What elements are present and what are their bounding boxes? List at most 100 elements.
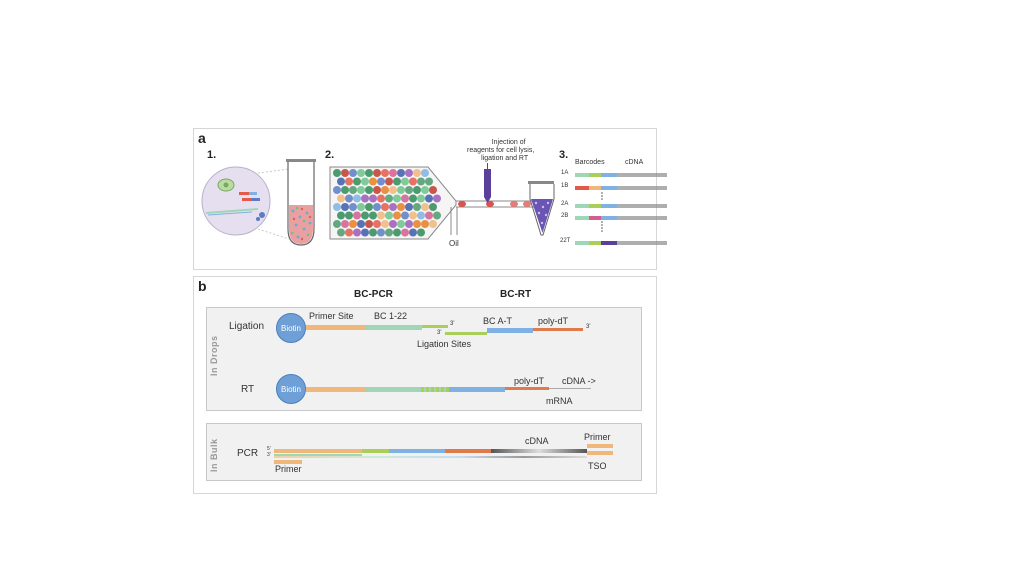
bead: [345, 228, 353, 237]
cell-magnification: [201, 166, 271, 236]
barcode-segment: [575, 173, 589, 177]
barcode-segment: [589, 204, 601, 208]
rt-label: RT: [241, 384, 255, 395]
ligation-linker-bottom: [445, 332, 487, 335]
bc-a-t-segment: [487, 328, 533, 333]
bead: [337, 228, 345, 237]
bead: [341, 203, 349, 211]
mrna-strand: [549, 388, 591, 389]
three-prime-pcr-label: 3': [267, 452, 271, 458]
bead: [413, 186, 421, 194]
pcr-primer-top: [274, 449, 362, 453]
oil-label: Oil: [449, 239, 459, 248]
pcr-bc-rt: [389, 449, 445, 453]
bead: [357, 169, 365, 177]
bead: [353, 194, 361, 203]
pcr-tso-label: TSO: [588, 461, 607, 471]
bead: [397, 169, 405, 177]
bead: [333, 220, 341, 228]
bead: [361, 211, 369, 220]
bead: [417, 194, 425, 203]
bead: [385, 228, 393, 237]
bead: [385, 211, 393, 220]
barcode-segment: [589, 186, 601, 190]
bead: [409, 177, 417, 186]
bead: [357, 186, 365, 194]
row-label-22t: 22T: [560, 238, 571, 244]
bead: [365, 169, 373, 177]
bead: [417, 177, 425, 186]
microfluidic-device: [329, 163, 538, 240]
bead: [357, 220, 365, 228]
bead: [405, 169, 413, 177]
bead: [421, 186, 429, 194]
bead: [393, 228, 401, 237]
pcr-primer-right: [587, 444, 613, 448]
primer-site-label: Primer Site: [309, 311, 354, 321]
barcode-segment: [601, 241, 617, 245]
bead: [365, 186, 373, 194]
in-drops-box: In Drops Ligation Biotin Primer Site BC …: [206, 307, 642, 411]
primer-site-segment: [306, 325, 366, 330]
rt-bc-rt-segment: [449, 387, 505, 392]
bead: [429, 203, 437, 211]
poly-dt-label-rt: poly-dT: [514, 376, 545, 386]
bead: [421, 220, 429, 228]
bead: [365, 220, 373, 228]
cdna-label: cDNA: [625, 159, 644, 166]
bead: [345, 194, 353, 203]
bead: [389, 186, 397, 194]
bead: [377, 177, 385, 186]
barcode-rows: [575, 173, 667, 245]
rt-bc-pcr-segment: [366, 387, 421, 392]
ligation-label: Ligation: [229, 321, 265, 332]
bc-1-22-label: BC 1-22: [374, 311, 408, 321]
ligation-sites-label: Ligation Sites: [417, 339, 472, 349]
bc-a-t-label: BC A-T: [483, 316, 513, 326]
bead: [373, 203, 381, 211]
biotin-label-rt: Biotin: [280, 384, 301, 394]
bead: [409, 211, 417, 220]
barcode-segment: [575, 186, 589, 190]
bead: [381, 203, 389, 211]
bead: [361, 177, 369, 186]
panel-a: a 1. 2. 3.: [193, 128, 667, 270]
bead: [349, 169, 357, 177]
pcr-complement-strand: [274, 456, 587, 458]
barcode-segment: [575, 216, 589, 220]
bead: [353, 211, 361, 220]
bead: [377, 194, 385, 203]
bead: [345, 211, 353, 220]
bead: [381, 220, 389, 228]
bead: [369, 194, 377, 203]
bead: [337, 194, 345, 203]
row-label-1a: 1A: [561, 170, 569, 176]
in-drops-label: In Drops: [209, 335, 219, 376]
bead: [397, 220, 405, 228]
bead: [417, 228, 425, 237]
bead: [341, 169, 349, 177]
bead: [385, 194, 393, 203]
pcr-cdna-segment: [491, 449, 587, 453]
bead: [381, 169, 389, 177]
injection-line-1: Injection of: [491, 139, 526, 146]
bead: [397, 203, 405, 211]
rt-linker-segment: [421, 387, 449, 392]
ligation-linker-top: [422, 325, 448, 328]
three-prime-b: 3': [437, 330, 442, 336]
bead: [381, 186, 389, 194]
panel-b-letter: b: [198, 278, 207, 294]
bead: [369, 211, 377, 220]
pcr-label: PCR: [237, 448, 259, 459]
biotin-bead-rt: Biotin: [276, 374, 306, 404]
bead: [417, 211, 425, 220]
bead: [337, 211, 345, 220]
bead: [413, 169, 421, 177]
bead: [433, 194, 441, 203]
bead: [341, 220, 349, 228]
bead: [393, 194, 401, 203]
bead: [429, 220, 437, 228]
barcode-segment: [589, 241, 601, 245]
pcr-poly-dt: [445, 449, 491, 453]
bead: [373, 186, 381, 194]
